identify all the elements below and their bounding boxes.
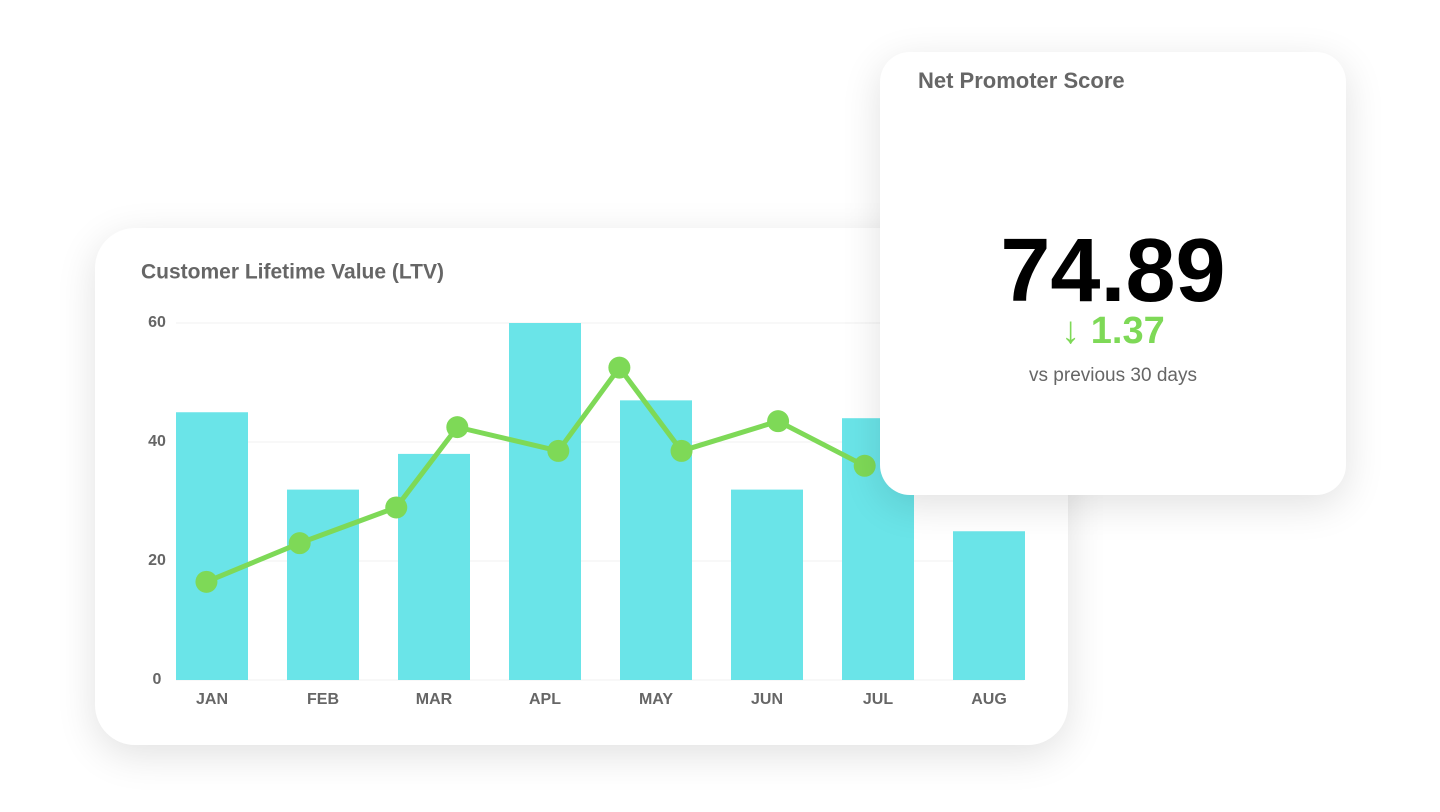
kpi-value: 74.89	[1000, 221, 1226, 321]
x-tick-label: FEB	[307, 691, 339, 708]
bar	[287, 489, 359, 680]
line-point	[385, 496, 408, 519]
bar	[509, 323, 581, 680]
y-tick-label: 0	[153, 671, 162, 688]
nps-card: Net Promoter Score 74.89 ↓ 1.37 vs previ…	[880, 52, 1346, 495]
kpi-comparison: vs previous 30 days	[1029, 365, 1197, 386]
x-tick-label: APL	[529, 691, 561, 708]
x-tick-label: MAY	[639, 691, 673, 708]
y-tick-label: 60	[148, 314, 166, 331]
line-point	[547, 439, 570, 462]
line-point	[670, 439, 693, 462]
x-tick-label: MAR	[416, 691, 453, 708]
kpi-title: Net Promoter Score	[918, 68, 1125, 93]
y-tick-label: 40	[148, 433, 166, 450]
x-tick-label: JAN	[196, 691, 228, 708]
line-point	[288, 532, 311, 555]
y-tick-label: 20	[148, 552, 166, 569]
kpi-change: ↓ 1.37	[1061, 310, 1165, 352]
line-point	[446, 416, 469, 439]
bar	[176, 412, 248, 680]
bar	[731, 489, 803, 680]
line-point	[195, 570, 218, 593]
line-point	[767, 410, 790, 433]
bar	[953, 531, 1025, 680]
line-point	[853, 454, 876, 477]
x-tick-label: AUG	[971, 691, 1007, 708]
x-tick-label: JUL	[863, 691, 893, 708]
line-point	[608, 356, 631, 379]
x-tick-label: JUN	[751, 691, 783, 708]
chart-title: Customer Lifetime Value (LTV)	[141, 261, 444, 284]
